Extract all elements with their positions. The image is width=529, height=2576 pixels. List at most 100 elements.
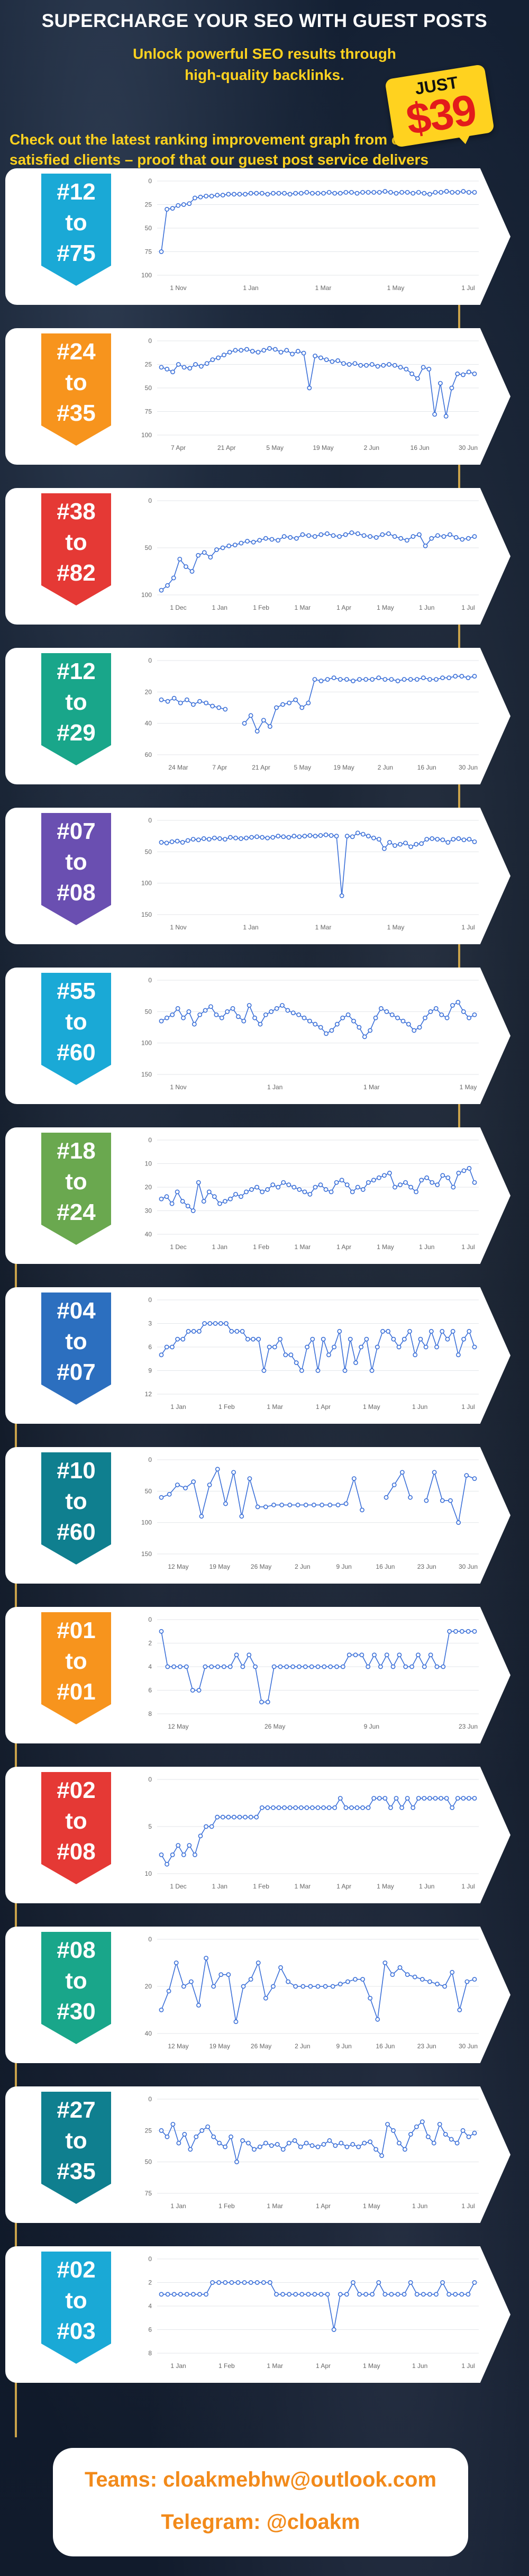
data-point — [389, 2292, 394, 2297]
ranking-chart: 0 25 50 75 1 Jan 1 Feb 1 Mar 1 Apr 1 May 1 Jun 1 J… — [145, 2095, 479, 2210]
data-point — [466, 2134, 471, 2139]
data-point — [295, 1503, 300, 1507]
data-point — [229, 1328, 234, 1334]
teams-contact[interactable]: Teams: cloakmebhw@outlook.com — [84, 2468, 437, 2491]
data-point — [225, 1009, 230, 1014]
data-point — [233, 348, 238, 353]
x-tick-label: 1 Jun — [412, 2202, 427, 2210]
rank-to-word: to — [65, 689, 87, 715]
data-point — [239, 540, 244, 546]
x-tick-label: 21 Apr — [252, 764, 270, 771]
series-line-segment — [225, 1472, 234, 1504]
data-point — [456, 836, 461, 841]
data-point — [290, 1010, 296, 1016]
series-line-segment — [377, 1963, 386, 2020]
data-point — [353, 1360, 358, 1366]
data-point — [226, 1972, 231, 1977]
data-point — [450, 189, 455, 195]
data-point — [255, 1504, 260, 1510]
rank-to: #35 — [57, 2158, 96, 2184]
x-tick-label: 1 Jul — [461, 1243, 475, 1251]
data-point — [460, 2128, 466, 2133]
data-point — [428, 1009, 433, 1014]
rank-to-word: to — [65, 210, 87, 236]
x-tick-label: 1 Nov — [170, 284, 186, 292]
data-point — [371, 835, 376, 840]
ranking-card: #01 to #01 0 2 4 6 8 12 May 26 May 9 Jun 23 Jun — [5, 1607, 510, 1743]
data-point — [366, 1664, 371, 1669]
data-point — [256, 1336, 261, 1342]
data-point — [164, 840, 169, 846]
data-point — [276, 191, 281, 196]
data-point — [170, 1344, 175, 1350]
data-point — [261, 348, 267, 353]
data-point — [242, 2280, 247, 2285]
data-point — [472, 1476, 477, 1481]
rank-ribbon: #55 to #60 — [41, 973, 111, 1085]
x-tick-label: 1 Mar — [315, 924, 332, 931]
data-point — [368, 2139, 373, 2145]
ranking-chart: 0 50 100 150 1 Nov 1 Jan 1 Mar 1 May 1 Jul — [141, 817, 479, 931]
data-point — [288, 1352, 294, 1358]
data-point — [376, 837, 381, 842]
data-point — [329, 1189, 334, 1195]
series-line-segment — [191, 555, 199, 572]
data-point — [248, 713, 253, 718]
data-point — [350, 834, 355, 839]
data-point — [461, 1336, 466, 1342]
data-point — [368, 534, 373, 539]
data-point — [197, 1328, 202, 1334]
data-point — [271, 1503, 276, 1507]
data-point — [455, 1796, 460, 1801]
data-point — [435, 1982, 440, 1986]
x-tick-label: 1 Mar — [267, 2362, 283, 2370]
data-point — [437, 2122, 442, 2127]
data-point — [446, 2292, 452, 2297]
data-point — [204, 1824, 208, 1829]
series-line-segment — [469, 1331, 475, 1348]
x-tick-label: 1 Mar — [267, 2202, 283, 2210]
data-point — [221, 352, 226, 358]
ranking-card: #24 to #35 0 25 50 75 100 7 Apr 21 Apr 5 May 19 May… — [5, 328, 510, 465]
data-point — [338, 1796, 343, 1801]
y-tick-label: 50 — [145, 1008, 152, 1015]
series-line-segment — [217, 1469, 226, 1504]
series-line-segment — [428, 369, 435, 414]
telegram-contact[interactable]: Telegram: @cloakm — [161, 2510, 360, 2534]
data-point — [386, 531, 391, 536]
series-line-segment — [371, 1346, 378, 1371]
data-point — [244, 835, 249, 840]
data-point — [355, 830, 360, 836]
data-point — [328, 1664, 333, 1669]
data-point — [445, 1336, 450, 1342]
x-tick-label: 1 Mar — [315, 284, 332, 292]
x-tick-label: 12 May — [168, 1723, 188, 1730]
data-point — [263, 1012, 268, 1017]
data-point — [385, 2122, 390, 2127]
data-point — [406, 1022, 411, 1027]
data-point — [294, 536, 299, 541]
data-point — [379, 2153, 384, 2158]
data-point — [170, 2122, 176, 2127]
data-point — [209, 194, 214, 198]
data-point — [235, 2280, 241, 2285]
data-point — [366, 1180, 371, 1185]
data-point — [318, 679, 324, 683]
x-tick-label: 1 May — [363, 1403, 380, 1411]
data-point — [377, 1796, 382, 1801]
data-point — [394, 191, 399, 196]
data-point — [332, 191, 338, 196]
data-point — [261, 1368, 267, 1373]
ranking-chart: 0 50 100 150 12 May 19 May 26 May 2 Jun 9 Jun 16 … — [141, 1456, 479, 1570]
rank-to-word: to — [65, 1808, 87, 1834]
data-point — [453, 1629, 458, 1634]
data-point — [419, 1977, 425, 1982]
data-point — [208, 1004, 213, 1009]
data-point — [165, 1664, 170, 1669]
data-point — [369, 1368, 375, 1373]
series-line-segment — [345, 1478, 355, 1504]
data-point — [259, 1805, 264, 1810]
x-tick-label: 19 May — [209, 2042, 230, 2050]
x-tick-label: 1 May — [460, 1083, 477, 1091]
data-point — [461, 1009, 466, 1014]
